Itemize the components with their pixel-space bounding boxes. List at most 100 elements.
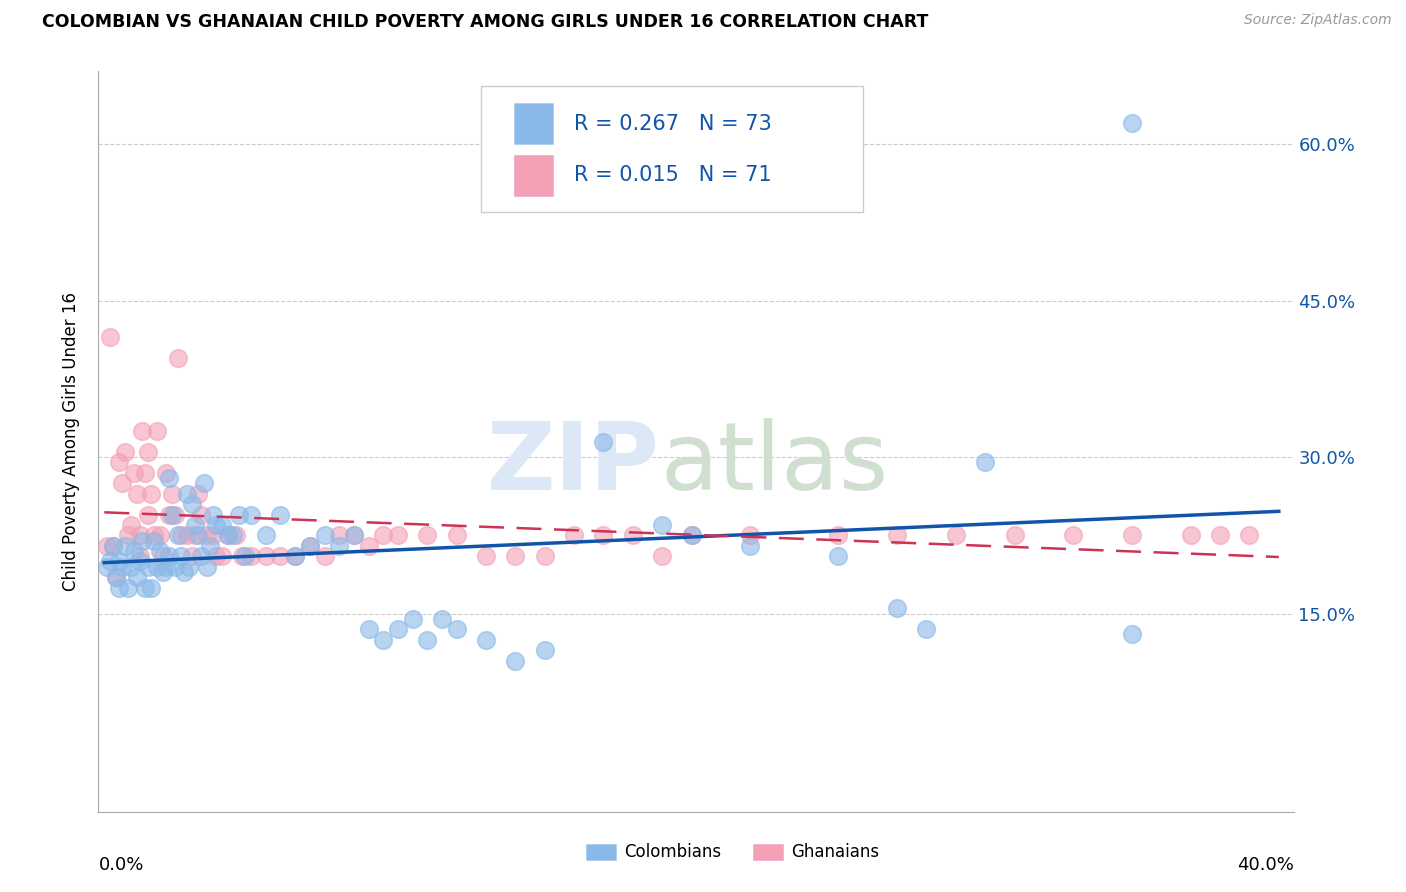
Point	[117, 528, 139, 542]
Point	[974, 455, 997, 469]
Point	[205, 549, 228, 564]
Point	[740, 539, 762, 553]
Point	[138, 445, 160, 459]
Point	[217, 528, 239, 542]
Point	[166, 528, 188, 542]
Text: Ghanaians: Ghanaians	[792, 843, 880, 861]
Point	[134, 581, 156, 595]
Point	[269, 508, 291, 522]
Point	[190, 549, 212, 564]
Text: Source: ZipAtlas.com: Source: ZipAtlas.com	[1244, 13, 1392, 28]
Point	[198, 539, 221, 553]
Point	[181, 497, 204, 511]
Point	[228, 508, 250, 522]
Point	[592, 528, 614, 542]
Point	[222, 528, 245, 542]
Point	[166, 351, 188, 365]
Point	[184, 528, 207, 542]
Point	[201, 528, 224, 542]
Point	[101, 539, 124, 553]
Point	[1062, 528, 1084, 542]
Point	[298, 539, 321, 553]
Point	[651, 518, 673, 533]
Point	[155, 559, 177, 574]
Point	[233, 549, 256, 564]
Point	[179, 559, 201, 574]
Text: COLOMBIAN VS GHANAIAN CHILD POVERTY AMONG GIRLS UNDER 16 CORRELATION CHART: COLOMBIAN VS GHANAIAN CHILD POVERTY AMON…	[42, 13, 928, 31]
Point	[108, 455, 131, 469]
Point	[152, 549, 174, 564]
Point	[134, 466, 156, 480]
Point	[141, 486, 163, 500]
Point	[163, 559, 186, 574]
Point	[205, 518, 228, 533]
Point	[128, 549, 150, 564]
Text: 40.0%: 40.0%	[1237, 856, 1294, 874]
Point	[128, 528, 150, 542]
Point	[211, 549, 233, 564]
FancyBboxPatch shape	[515, 155, 553, 195]
Point	[446, 528, 468, 542]
Point	[117, 581, 139, 595]
Point	[125, 486, 148, 500]
Text: atlas: atlas	[661, 417, 889, 509]
Text: Colombians: Colombians	[624, 843, 721, 861]
Point	[195, 528, 218, 542]
Point	[128, 554, 150, 568]
Point	[915, 622, 938, 636]
Text: R = 0.015   N = 71: R = 0.015 N = 71	[574, 165, 772, 186]
Point	[152, 565, 174, 579]
Point	[1209, 528, 1232, 542]
Point	[96, 559, 118, 574]
Point	[98, 554, 121, 568]
Point	[740, 528, 762, 542]
Point	[533, 549, 555, 564]
Point	[131, 424, 153, 438]
Point	[533, 643, 555, 657]
Point	[373, 528, 395, 542]
Point	[284, 549, 307, 564]
Point	[111, 559, 134, 574]
Point	[357, 539, 380, 553]
Point	[231, 549, 253, 564]
Point	[157, 508, 180, 522]
Point	[314, 528, 336, 542]
Point	[254, 528, 277, 542]
Point	[945, 528, 967, 542]
FancyBboxPatch shape	[586, 844, 616, 860]
Point	[138, 508, 160, 522]
Point	[122, 544, 145, 558]
Point	[169, 528, 191, 542]
Y-axis label: Child Poverty Among Girls Under 16: Child Poverty Among Girls Under 16	[62, 292, 80, 591]
Point	[240, 508, 263, 522]
Point	[475, 549, 498, 564]
Point	[157, 549, 180, 564]
Point	[108, 554, 131, 568]
Point	[105, 570, 128, 584]
Point	[160, 508, 183, 522]
Point	[138, 559, 160, 574]
Point	[475, 632, 498, 647]
Point	[96, 539, 118, 553]
Point	[225, 528, 247, 542]
Point	[1121, 528, 1143, 542]
Point	[240, 549, 263, 564]
Point	[125, 570, 148, 584]
Text: R = 0.267   N = 73: R = 0.267 N = 73	[574, 113, 772, 134]
Point	[146, 424, 169, 438]
Point	[562, 528, 585, 542]
Point	[173, 565, 195, 579]
Point	[184, 518, 207, 533]
Point	[401, 612, 423, 626]
FancyBboxPatch shape	[754, 844, 783, 860]
Point	[269, 549, 291, 564]
Point	[114, 539, 136, 553]
Point	[143, 533, 166, 548]
Point	[211, 518, 233, 533]
FancyBboxPatch shape	[515, 103, 553, 144]
Point	[827, 528, 849, 542]
Point	[592, 434, 614, 449]
Point	[1004, 528, 1026, 542]
Point	[387, 622, 409, 636]
Point	[446, 622, 468, 636]
